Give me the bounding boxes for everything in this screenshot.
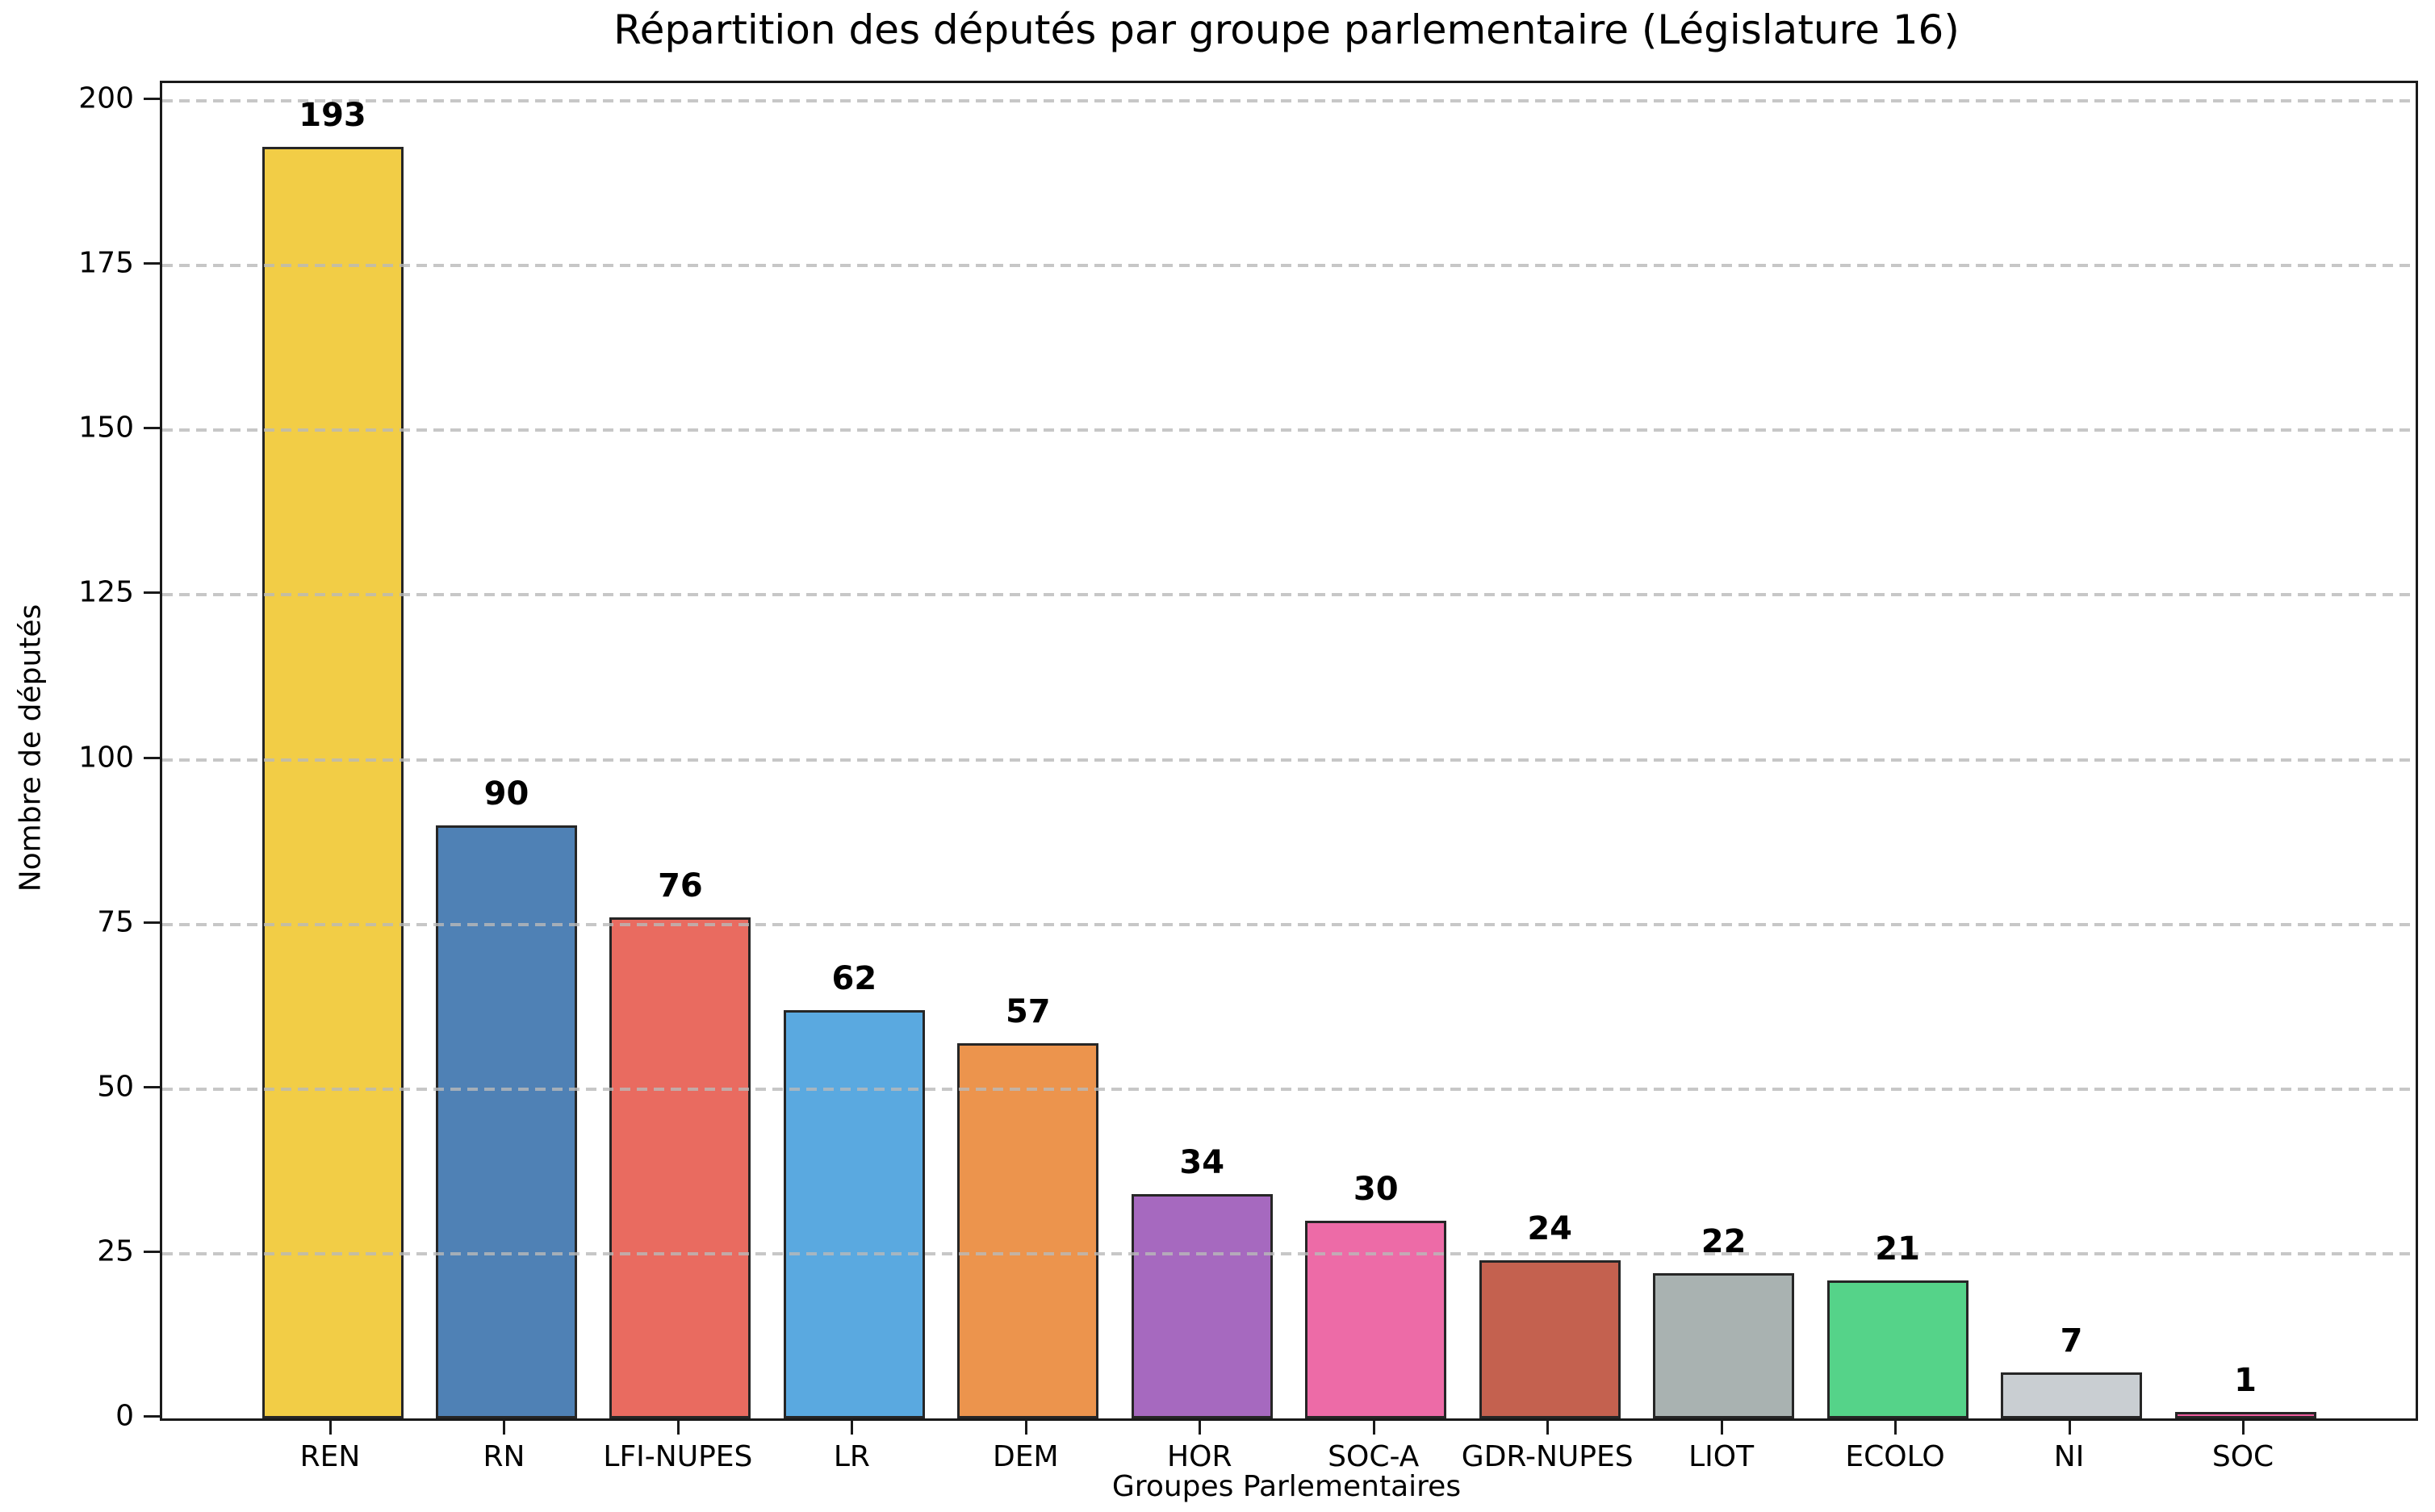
y-tick-label-175: 175 <box>78 246 134 280</box>
bar-value-label-DEM: 57 <box>1005 992 1051 1030</box>
bar-RN <box>435 825 577 1418</box>
bar-value-label-REN: 193 <box>299 97 366 135</box>
x-tick-label-RN: RN <box>483 1440 525 1473</box>
bar-SOC-A <box>1305 1221 1447 1418</box>
bar-LR <box>783 1009 925 1418</box>
bar-GDR-NUPES <box>1479 1260 1621 1418</box>
x-tick-label-SOC-A: SOC-A <box>1328 1440 1420 1473</box>
gridline-y-100 <box>162 758 2416 762</box>
y-tick-label-0: 0 <box>115 1399 134 1433</box>
x-axis-label: Groupes Parlementaires <box>1111 1470 1462 1503</box>
gridline-y-175 <box>162 264 2416 268</box>
x-tick-mark-HOR <box>1199 1418 1202 1435</box>
bar-value-label-LIOT: 22 <box>1701 1223 1747 1261</box>
y-tick-label-125: 125 <box>78 575 134 609</box>
chart-title: Répartition des députés par groupe parle… <box>613 6 1960 53</box>
y-tick-label-75: 75 <box>97 905 134 939</box>
x-tick-mark-SOC <box>2242 1418 2245 1435</box>
bar-NI <box>2001 1372 2143 1418</box>
bar-value-label-NI: 7 <box>2060 1322 2083 1360</box>
y-tick-mark-200 <box>144 98 160 100</box>
y-tick-mark-25 <box>144 1250 160 1253</box>
x-tick-label-LR: LR <box>833 1440 870 1473</box>
bar-DEM <box>957 1042 1099 1418</box>
plot-area: 193 90 76 62 57 34 30 24 22 21 7 1 <box>160 81 2418 1421</box>
y-tick-mark-100 <box>144 756 160 759</box>
x-tick-mark-SOC-A <box>1372 1418 1375 1435</box>
gridline-y-150 <box>162 428 2416 432</box>
x-tick-label-SOC: SOC <box>2211 1440 2274 1473</box>
y-tick-label-150: 150 <box>78 411 134 445</box>
bar-value-label-LFI-NUPES: 76 <box>658 867 703 905</box>
x-tick-mark-LIOT <box>1720 1418 1723 1435</box>
x-tick-label-LIOT: LIOT <box>1688 1440 1755 1473</box>
x-tick-label-REN: REN <box>299 1440 361 1473</box>
y-tick-label-100: 100 <box>78 741 134 774</box>
x-tick-mark-DEM <box>1024 1418 1027 1435</box>
y-tick-mark-0 <box>144 1415 160 1418</box>
x-tick-label-DEM: DEM <box>993 1440 1059 1473</box>
x-tick-mark-LFI-NUPES <box>676 1418 680 1435</box>
gridline-y-125 <box>162 593 2416 597</box>
y-tick-mark-125 <box>144 591 160 595</box>
x-tick-label-NI: NI <box>2053 1440 2085 1473</box>
bar-value-label-ECOLO: 21 <box>1875 1230 1920 1268</box>
x-tick-label-HOR: HOR <box>1167 1440 1232 1473</box>
x-tick-label-GDR-NUPES: GDR-NUPES <box>1461 1440 1634 1473</box>
bar-LIOT <box>1653 1273 1795 1418</box>
bar-value-label-SOC: 1 <box>2234 1361 2257 1399</box>
bar-SOC <box>2174 1411 2316 1418</box>
y-tick-label-200: 200 <box>78 81 134 115</box>
x-tick-mark-NI <box>2068 1418 2071 1435</box>
y-tick-mark-150 <box>144 427 160 430</box>
x-tick-mark-RN <box>503 1418 506 1435</box>
y-tick-mark-50 <box>144 1085 160 1088</box>
x-tick-mark-GDR-NUPES <box>1546 1418 1550 1435</box>
bar-value-label-SOC-A: 30 <box>1353 1171 1399 1209</box>
x-tick-label-ECOLO: ECOLO <box>1845 1440 1945 1473</box>
x-tick-mark-LR <box>851 1418 854 1435</box>
gridline-y-200 <box>162 99 2416 102</box>
bar-HOR <box>1131 1194 1273 1418</box>
x-tick-label-LFI-NUPES: LFI-NUPES <box>603 1440 753 1473</box>
y-tick-mark-75 <box>144 921 160 924</box>
y-tick-mark-175 <box>144 262 160 265</box>
bar-REN <box>261 147 404 1418</box>
x-tick-mark-ECOLO <box>1894 1418 1897 1435</box>
bar-value-label-HOR: 34 <box>1179 1144 1225 1182</box>
bar-value-label-LR: 62 <box>831 959 877 997</box>
bar-value-label-RN: 90 <box>483 775 529 813</box>
bar-ECOLO <box>1826 1280 1969 1418</box>
y-tick-label-50: 50 <box>97 1070 134 1104</box>
y-tick-label-25: 25 <box>97 1234 134 1268</box>
bar-LFI-NUPES <box>609 917 751 1418</box>
x-tick-mark-REN <box>329 1418 332 1435</box>
bar-value-label-GDR-NUPES: 24 <box>1527 1210 1573 1248</box>
